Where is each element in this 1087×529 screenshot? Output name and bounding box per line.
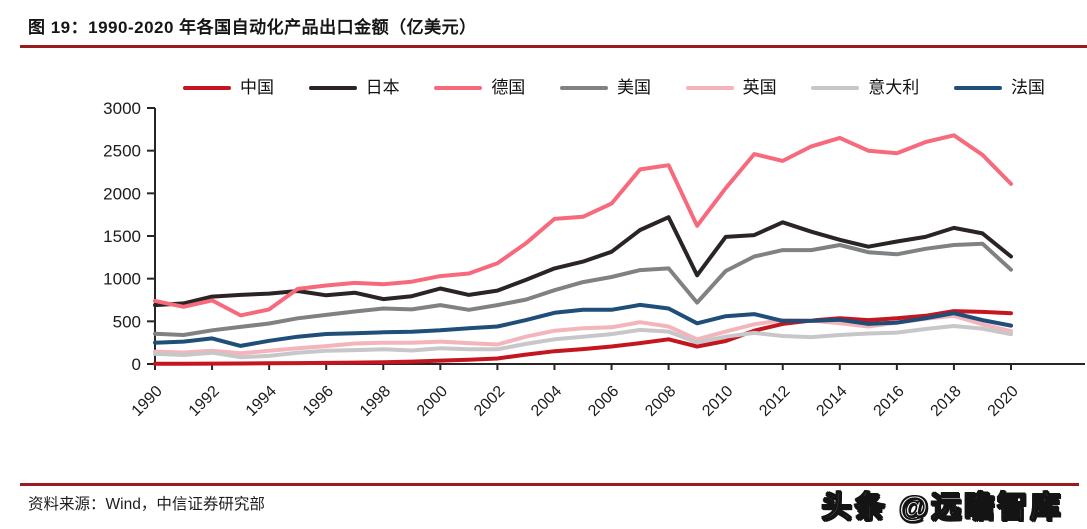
- x-tick-label: 1998: [357, 383, 394, 420]
- y-tick-label: 2000: [103, 184, 141, 203]
- y-tick-label: 1000: [103, 270, 141, 289]
- x-tick-label: 2008: [642, 383, 679, 420]
- y-tick-label: 500: [113, 312, 141, 331]
- legend-swatch: [811, 85, 860, 90]
- legend-swatch: [434, 85, 483, 90]
- series-line-美国: [153, 241, 1013, 337]
- series-line-日本: [153, 215, 1013, 308]
- legend-item-0: 中国: [183, 79, 274, 96]
- y-tick-label: 1500: [103, 227, 141, 246]
- series-line-意大利: [153, 324, 1013, 360]
- x-tick-label: 2014: [813, 383, 850, 420]
- chart-legend: 中国 日本 德国 美国 英国 意大利 法国: [183, 79, 1045, 96]
- legend-swatch: [559, 85, 608, 90]
- legend-item-6: 法国: [953, 78, 1045, 97]
- legend-label: 法国: [1010, 78, 1045, 97]
- legend-swatch: [308, 85, 357, 90]
- legend-label: 中国: [240, 78, 274, 97]
- x-tick-label: 2002: [471, 383, 508, 420]
- series-line-德国: [153, 133, 1013, 318]
- footer-rule: [20, 483, 1079, 486]
- legend-swatch: [953, 85, 1002, 90]
- legend-item-2: 德国: [434, 79, 525, 96]
- legend-item-1: 日本: [308, 78, 400, 97]
- series-line-中国: [153, 309, 1013, 366]
- legend-label: 德国: [491, 78, 526, 97]
- x-tick-label: 1996: [300, 383, 337, 420]
- legend-swatch: [183, 85, 231, 90]
- title-underline: [20, 45, 1087, 48]
- x-tick-label: 1994: [243, 383, 280, 420]
- x-tick-label: 1990: [129, 383, 166, 420]
- x-tick-label: 2000: [414, 383, 451, 420]
- y-tick-label: 0: [132, 355, 141, 374]
- x-tick-label: 2004: [528, 383, 565, 420]
- legend-swatch: [685, 85, 734, 90]
- y-tick-label: 2500: [103, 142, 141, 161]
- x-tick-label: 2018: [928, 383, 965, 420]
- series-line-英国: [153, 313, 1013, 356]
- source-note: 资料来源：Wind，中信证券研究部: [28, 496, 265, 513]
- x-tick-label: 1992: [186, 383, 223, 420]
- x-tick-label: 2006: [585, 383, 622, 420]
- x-tick-label: 2012: [756, 383, 793, 420]
- legend-item-3: 美国: [559, 78, 651, 97]
- legend-item-5: 意大利: [811, 79, 919, 96]
- legend-label: 意大利: [868, 78, 920, 97]
- series-line-法国: [153, 302, 1013, 348]
- y-tick-label: 3000: [103, 99, 141, 118]
- x-tick-label: 2020: [985, 383, 1022, 420]
- legend-label: 美国: [616, 78, 651, 97]
- legend-label: 英国: [742, 78, 777, 97]
- x-tick-label: 2016: [871, 383, 908, 420]
- legend-label: 日本: [365, 78, 400, 97]
- x-tick-label: 2010: [699, 383, 736, 420]
- legend-item-4: 英国: [685, 78, 777, 97]
- watermark: 头条 @远瞻智库: [821, 490, 1063, 524]
- figure-title: 图 19：1990-2020 年各国自动化产品出口金额（亿美元）: [28, 18, 477, 37]
